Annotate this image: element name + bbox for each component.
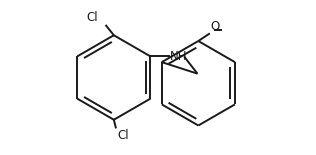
Text: Cl: Cl bbox=[118, 129, 129, 142]
Text: NH: NH bbox=[170, 50, 187, 63]
Text: Cl: Cl bbox=[87, 11, 99, 24]
Text: O: O bbox=[210, 20, 220, 33]
